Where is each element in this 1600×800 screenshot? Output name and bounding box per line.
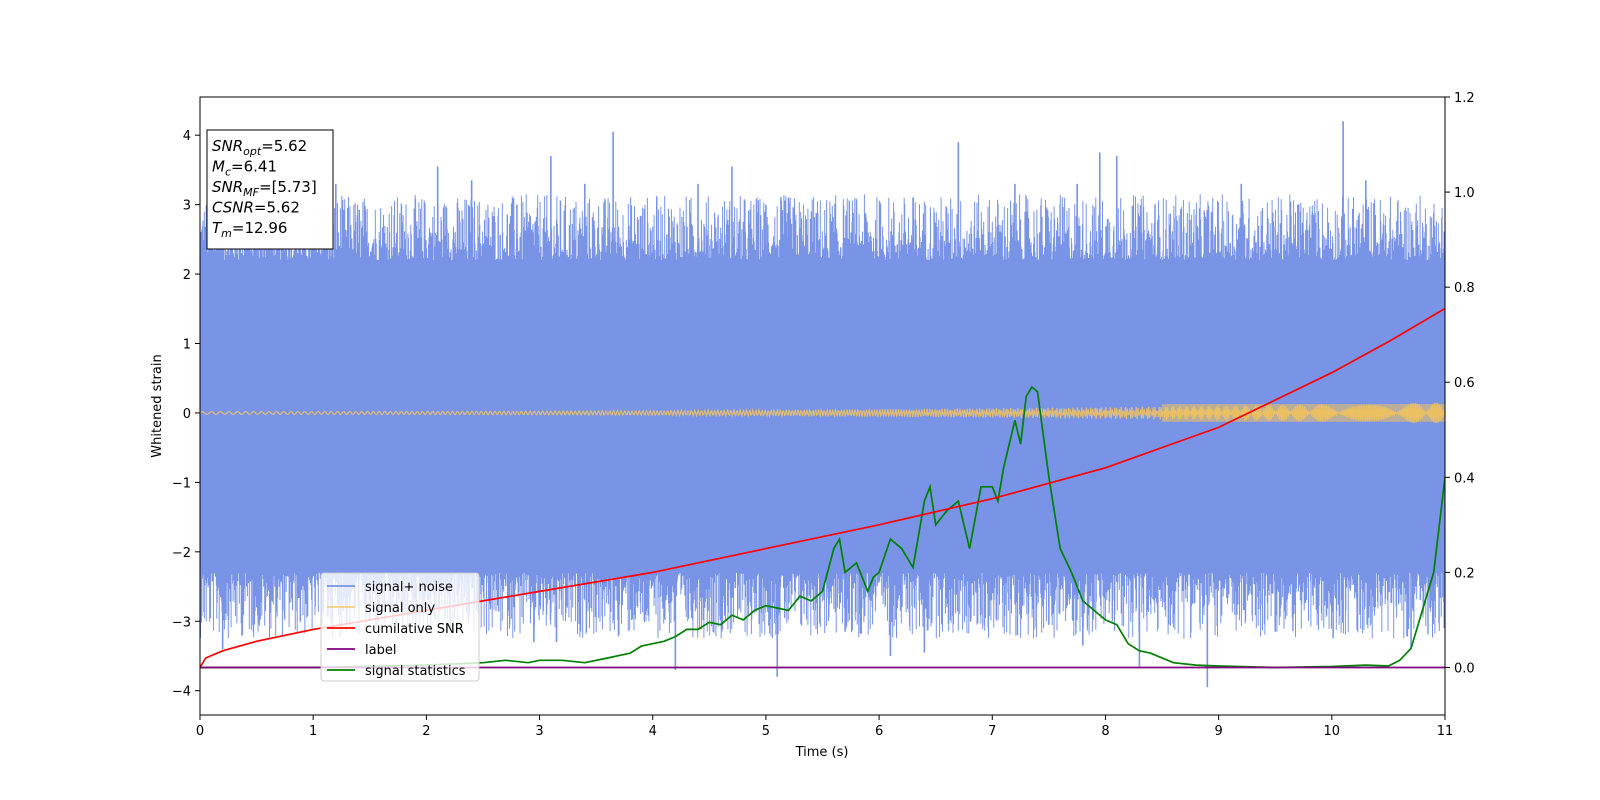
legend: signal+ noise signal only cumilative SNR la… (320, 572, 480, 682)
cumilative-snr-line (200, 307, 1445, 668)
y2-tick-label: 0.8 (1454, 281, 1475, 296)
x-tick-label: 0 (196, 724, 204, 739)
legend-frame (320, 572, 480, 682)
x-axis-label: Time (s) (795, 745, 849, 760)
plot-area (200, 121, 1445, 688)
x-axis: 0 1 2 3 4 5 6 7 8 9 10 11 (196, 715, 1453, 739)
annotation-line: CSNR=5.62 (212, 199, 300, 217)
x-tick-label: 4 (649, 724, 657, 739)
y-tick-label: −1 (172, 476, 191, 491)
annotation-frame (206, 129, 334, 250)
y-tick-label: 2 (183, 268, 191, 283)
x-tick-label: 7 (988, 724, 996, 739)
y2-tick-label: 0.6 (1454, 376, 1475, 391)
y-tick-label: 0 (183, 407, 191, 422)
y-axis-label: Whitened strain (150, 354, 165, 457)
x-tick-label: 8 (1101, 724, 1109, 739)
legend-label: signal statistics (365, 664, 466, 679)
y-tick-label: 3 (183, 199, 191, 214)
signal-statistics-line (200, 385, 1445, 669)
y-axis-right: 0.0 0.2 0.4 0.6 0.8 1.0 1.2 (1445, 91, 1475, 676)
y-tick-label: 4 (183, 129, 191, 144)
y-axis-left: −4 −3 −2 −1 0 1 2 3 4 (172, 129, 200, 700)
y2-tick-label: 0.0 (1454, 661, 1475, 676)
y-tick-label: −2 (172, 546, 191, 561)
annotation-line: Mc=6.41 (212, 158, 277, 179)
x-tick-label: 11 (1437, 724, 1454, 739)
legend-label: cumilative SNR (365, 622, 464, 637)
plot-frame (199, 96, 1446, 716)
y2-tick-label: 0.2 (1454, 566, 1475, 581)
x-tick-label: 9 (1214, 724, 1222, 739)
y-tick-label: −3 (172, 615, 191, 630)
y-tick-label: 1 (183, 338, 191, 353)
signal-only-band (1162, 404, 1445, 422)
x-tick-label: 1 (309, 724, 317, 739)
annotation-line: Tm=12.96 (212, 219, 287, 240)
x-tick-label: 3 (535, 724, 543, 739)
annotation-line: SNRMF=[5.73] (212, 178, 317, 199)
x-tick-label: 6 (875, 724, 883, 739)
legend-label: label (365, 643, 396, 658)
y-tick-label: −4 (172, 685, 191, 700)
legend-label: signal only (365, 601, 435, 616)
x-tick-label: 2 (422, 724, 430, 739)
signal-only-series (200, 402, 1445, 424)
annotation-line: SNRopt=5.62 (212, 137, 307, 158)
x-tick-label: 5 (762, 724, 770, 739)
y2-tick-label: 1.0 (1454, 186, 1475, 201)
y2-tick-label: 1.2 (1454, 91, 1475, 106)
x-tick-label: 10 (1324, 724, 1341, 739)
legend-label: signal+ noise (365, 580, 453, 595)
y2-tick-label: 0.4 (1454, 471, 1475, 486)
